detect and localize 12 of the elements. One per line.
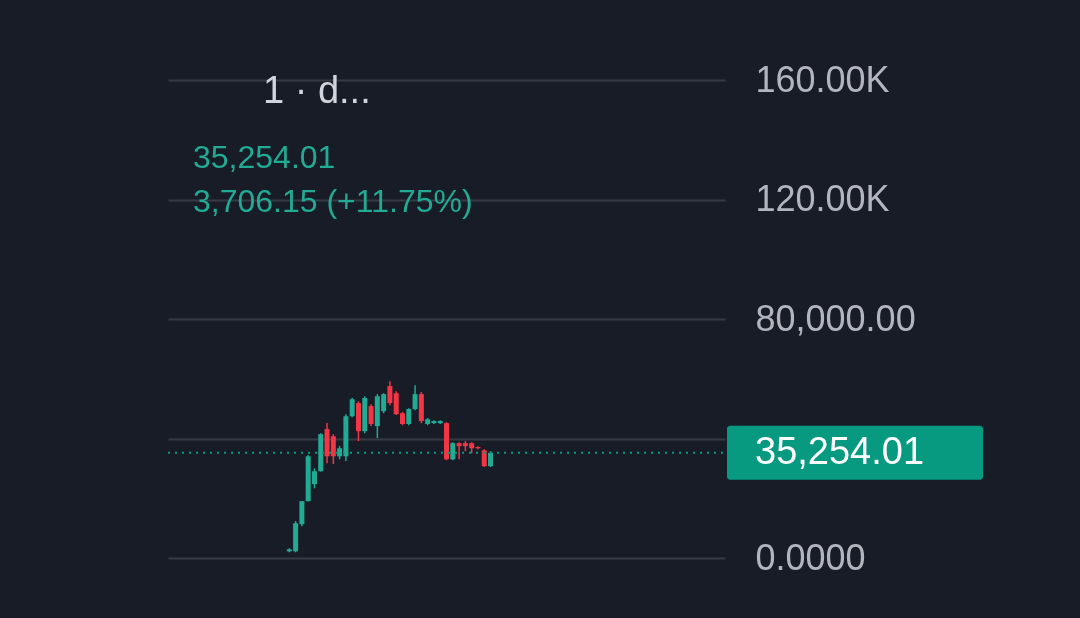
y-tick-label: 120.00K <box>755 178 890 220</box>
ref-line-label: 35,254.01 <box>755 429 925 472</box>
y-tick-label: 0.0000 <box>755 536 866 578</box>
y-tick-label: 80,000.00 <box>755 297 916 339</box>
chart-title: 1 · d... <box>263 69 371 111</box>
candlestick <box>387 380 393 406</box>
candlestick <box>349 397 355 418</box>
candlestick <box>412 384 418 412</box>
y-tick-label: 160.00K <box>755 58 890 100</box>
annotation: 3,706.15 (+11.75%) <box>193 183 473 219</box>
annotation: 35,254.01 <box>193 139 336 175</box>
candlestick <box>368 403 374 427</box>
